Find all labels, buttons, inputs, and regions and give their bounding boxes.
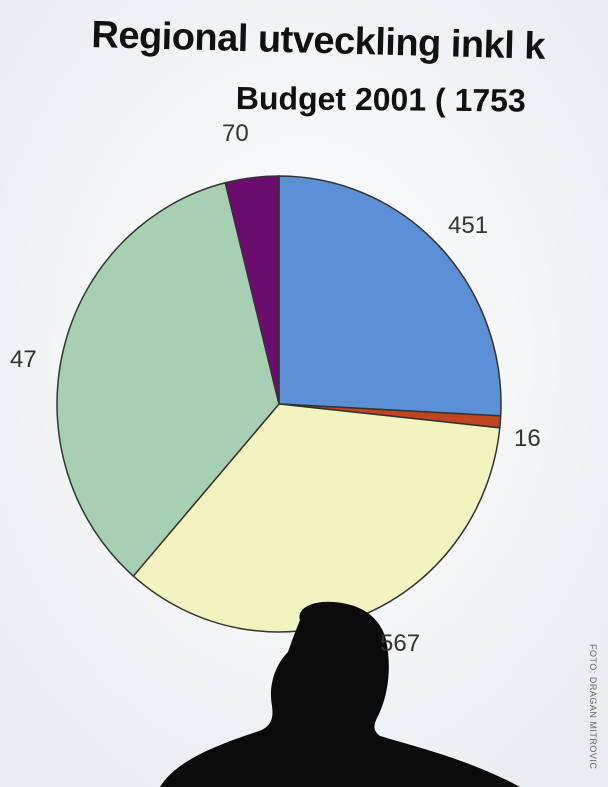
photo-credit: FOTO: DRAGAN MITROVIC (588, 644, 598, 770)
pie-slice-47 (56, 181, 280, 578)
pie-slice-451 (278, 175, 502, 417)
slice-label-70: 70 (222, 120, 249, 147)
chart-subtitle: Budget 2001 ( 1753 (235, 80, 526, 119)
pie-chart (56, 175, 502, 633)
slice-label-16: 16 (514, 425, 541, 452)
slice-label-567: 567 (380, 630, 421, 657)
pie-slice-70 (224, 175, 280, 405)
presenter-silhouette (160, 601, 520, 787)
slice-label-47: 47 (10, 346, 37, 373)
slice-label-451: 451 (448, 212, 489, 239)
